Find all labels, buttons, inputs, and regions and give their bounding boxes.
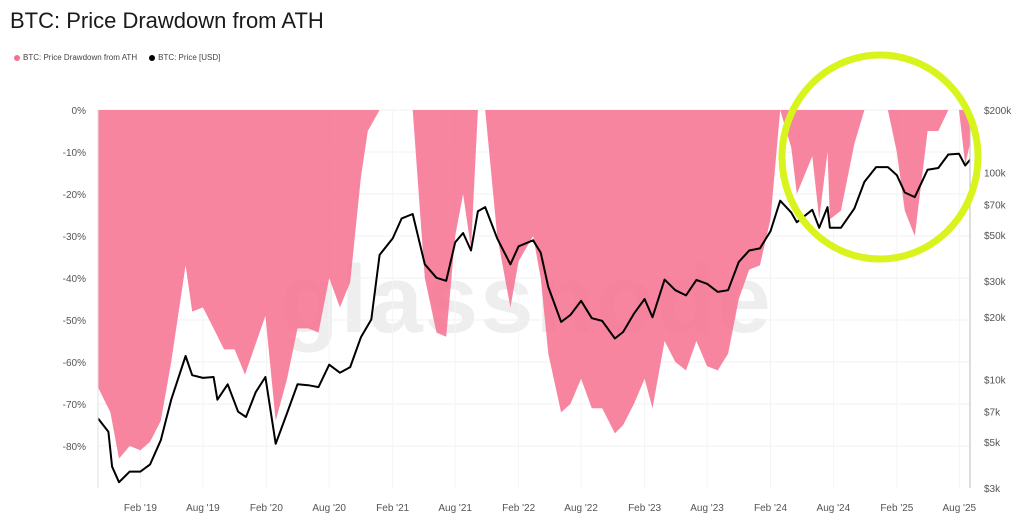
y-right-tick-label: $5k	[984, 438, 1001, 449]
y-left-tick-label: -10%	[63, 148, 86, 159]
y-right-tick-label: $50k	[984, 231, 1007, 242]
x-tick-label: Feb '25	[880, 503, 913, 514]
x-tick-label: Feb '19	[124, 503, 157, 514]
x-tick-label: Feb '22	[502, 503, 535, 514]
y-right-tick-label: $30k	[984, 277, 1007, 288]
y-right-tick-label: 100k	[984, 168, 1007, 179]
y-left-tick-label: -80%	[63, 442, 86, 453]
y-left-tick-label: -70%	[63, 400, 86, 411]
x-tick-label: Aug '22	[564, 503, 598, 514]
x-tick-label: Feb '21	[376, 503, 409, 514]
price-line	[97, 152, 971, 484]
chart-title: BTC: Price Drawdown from ATH	[10, 8, 324, 33]
y-right-tick-label: $10k	[984, 376, 1007, 387]
drawdown-area-layer	[98, 110, 970, 459]
x-tick-label: Feb '23	[628, 503, 661, 514]
chart-legend: BTC: Price Drawdown from ATH BTC: Price …	[14, 53, 220, 62]
x-tick-label: Aug '21	[438, 503, 472, 514]
y-left-tick-label: -60%	[63, 358, 86, 369]
axes: 0% -10% -20% -30% -40% -50% -60% -70% -80% $200k 1…	[63, 106, 1013, 514]
y-right-tick-label: $70k	[984, 200, 1007, 211]
y-left-tick-label: -30%	[63, 232, 86, 243]
x-tick-label: Aug '25	[942, 503, 976, 514]
y-right-tick-label: $3k	[984, 484, 1001, 495]
legend-label-drawdown: BTC: Price Drawdown from ATH	[23, 53, 138, 62]
drawdown-area	[98, 110, 970, 459]
price-line-layer	[97, 152, 971, 484]
legend-swatch-price	[149, 54, 156, 61]
x-tick-label: Feb '24	[754, 503, 787, 514]
x-tick-label: Aug '24	[817, 503, 851, 514]
highlight-ellipse	[778, 51, 982, 263]
legend-item-price[interactable]: BTC: Price [USD]	[149, 53, 220, 62]
annotation-layer	[778, 51, 982, 263]
legend-label-price: BTC: Price [USD]	[158, 53, 221, 62]
y-right-tick-label: $200k	[984, 106, 1012, 117]
y-right-tick-label: $7k	[984, 408, 1001, 419]
x-tick-label: Aug '19	[186, 503, 220, 514]
y-left-tick-label: -40%	[63, 274, 86, 285]
y-left-tick-label: 0%	[72, 106, 87, 117]
legend-swatch-drawdown	[14, 54, 20, 61]
x-tick-label: Aug '23	[690, 503, 724, 514]
y-left-tick-label: -50%	[63, 316, 86, 327]
y-right-tick-label: $20k	[984, 313, 1007, 324]
y-left-tick-label: -20%	[63, 190, 86, 201]
x-tick-label: Feb '20	[250, 503, 283, 514]
x-tick-label: Aug '20	[312, 503, 346, 514]
legend-item-drawdown[interactable]: BTC: Price Drawdown from ATH	[14, 53, 137, 62]
